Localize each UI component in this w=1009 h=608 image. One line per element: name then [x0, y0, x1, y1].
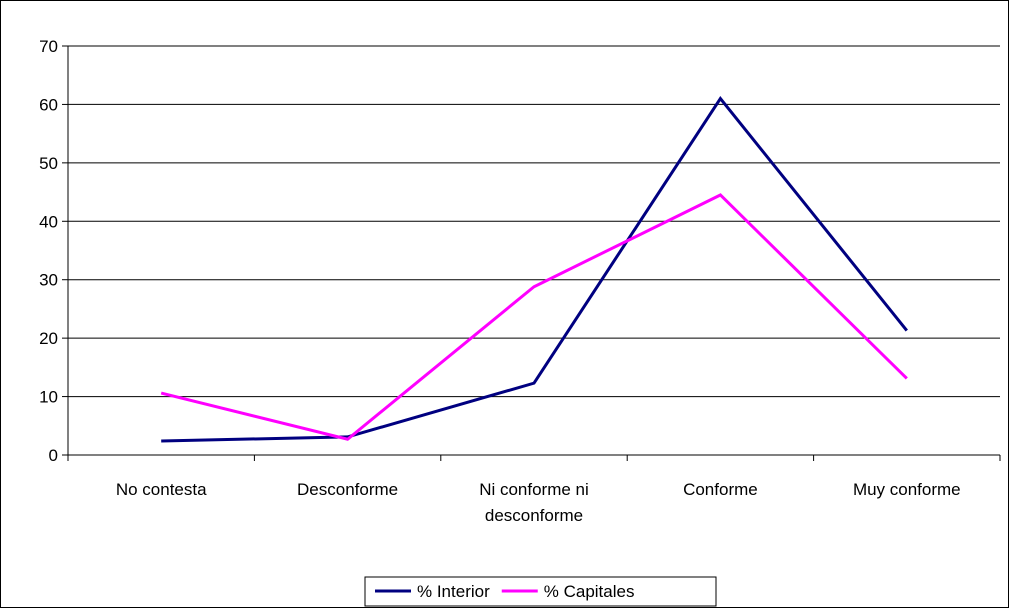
y-tick-label: 40 [39, 212, 58, 231]
y-tick-label: 60 [39, 95, 58, 114]
legend-label: % Interior [417, 582, 490, 601]
series-line [161, 96, 908, 443]
series-line [160, 193, 908, 441]
legend-label: % Capitales [544, 582, 635, 601]
y-tick-label: 70 [39, 37, 58, 56]
y-tick-label: 20 [39, 329, 58, 348]
y-tick-label: 30 [39, 271, 58, 290]
x-tick-label: Desconforme [297, 480, 398, 499]
x-tick-label: No contesta [116, 480, 207, 499]
y-tick-label: 0 [49, 446, 58, 465]
x-tick-label: Ni conforme ni desconforme [479, 480, 589, 525]
x-tick-label: Muy conforme [853, 480, 961, 499]
y-tick-label: 50 [39, 154, 58, 173]
x-tick-label: Conforme [683, 480, 758, 499]
y-tick-label: 10 [39, 388, 58, 407]
legend-box [364, 576, 717, 607]
